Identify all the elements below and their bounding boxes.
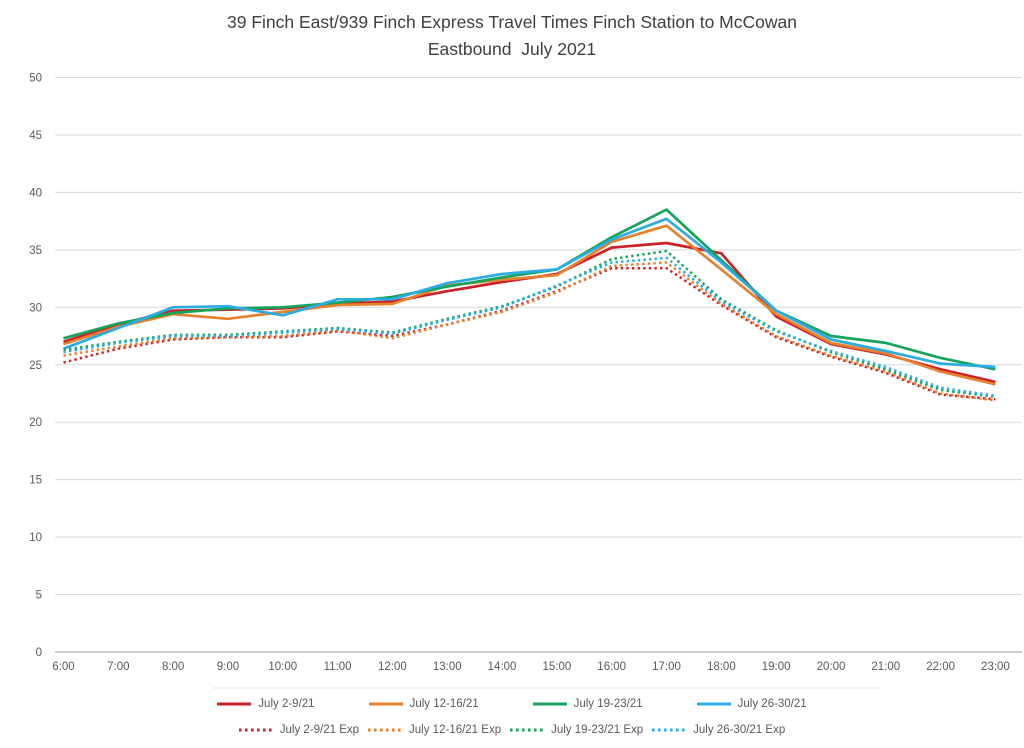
legend-label: July 2-9/21 bbox=[258, 698, 315, 710]
series-line-july-19-23-21 bbox=[63, 208, 996, 371]
chart-title-line2: Eastbound July 2021 bbox=[427, 39, 597, 60]
legend-label: July 26-30/21 bbox=[737, 698, 807, 710]
x-tick-label: 11:00 bbox=[324, 661, 352, 673]
x-tick-label: 15:00 bbox=[542, 661, 571, 673]
legend-item: July 2-9/21 Exp bbox=[238, 724, 360, 736]
x-tick-label: 18:00 bbox=[707, 661, 736, 673]
legend-swatch-solid bbox=[696, 702, 731, 706]
legend-swatch-solid bbox=[217, 702, 252, 706]
legend-label: July 12-16/21 bbox=[409, 698, 479, 710]
legend-label: July 2-9/21 Exp bbox=[279, 724, 360, 736]
x-tick-label: 10:00 bbox=[268, 661, 297, 673]
x-tick-label: 17:00 bbox=[652, 661, 681, 673]
series-line-july-12-16-21-exp bbox=[63, 261, 996, 402]
y-tick-label: 30 bbox=[29, 302, 42, 314]
legend-item: July 19-23/21 Exp bbox=[510, 724, 643, 736]
y-tick-label: 15 bbox=[29, 475, 42, 487]
x-tick-label: 23:00 bbox=[981, 661, 1010, 673]
x-tick-label: 14:00 bbox=[488, 661, 517, 673]
legend-item: July 19-23/21 bbox=[532, 698, 643, 710]
x-tick-label: 20:00 bbox=[817, 661, 846, 673]
y-tick-label: 25 bbox=[29, 360, 42, 372]
legend-label: July 12-16/21 Exp bbox=[409, 724, 502, 736]
series-line-july-26-30-21 bbox=[63, 217, 996, 369]
legend-swatch-dotted bbox=[652, 728, 687, 732]
legend-item: July 12-16/21 bbox=[368, 698, 479, 710]
legend-item: July 26-30/21 bbox=[696, 698, 807, 710]
x-tick-label: 6:00 bbox=[52, 661, 74, 673]
x-tick-label: 16:00 bbox=[597, 661, 626, 673]
x-tick-label: 13:00 bbox=[433, 661, 462, 673]
x-tick-label: 22:00 bbox=[926, 661, 955, 673]
x-tick-label: 12:00 bbox=[378, 661, 407, 673]
legend-swatch-solid bbox=[368, 702, 403, 706]
y-tick-label: 40 bbox=[29, 187, 42, 199]
legend-item: July 2-9/21 bbox=[217, 698, 315, 710]
legend-swatch-solid bbox=[532, 702, 567, 706]
x-tick-label: 8:00 bbox=[162, 661, 184, 673]
x-tick-label: 19:00 bbox=[762, 661, 791, 673]
y-tick-label: 50 bbox=[29, 73, 42, 85]
x-tick-label: 7:00 bbox=[107, 661, 129, 673]
legend-item: July 26-30/21 Exp bbox=[652, 724, 785, 736]
legend-item: July 12-16/21 Exp bbox=[368, 724, 501, 736]
y-tick-label: 5 bbox=[36, 590, 42, 602]
series-line-july-12-16-21 bbox=[63, 224, 996, 386]
chart-title-line1: 39 Finch East/939 Finch Express Travel T… bbox=[227, 12, 797, 32]
legend-label: July 19-23/21 bbox=[573, 698, 643, 710]
legend-label: July 26-30/21 Exp bbox=[693, 724, 786, 736]
legend-label: July 19-23/21 Exp bbox=[551, 724, 644, 736]
y-tick-label: 0 bbox=[36, 647, 42, 659]
chart-legend-row-solid: July 2-9/21 July 12-16/21 July 19-23/21 Jul… bbox=[0, 698, 1024, 710]
y-tick-label: 45 bbox=[29, 130, 42, 142]
y-tick-label: 20 bbox=[29, 417, 42, 429]
y-tick-label: 35 bbox=[29, 245, 42, 257]
x-tick-label: 21:00 bbox=[871, 661, 900, 673]
plot-area: 0 5 10 15 20 25 30 35 40 45 50 6:00 7:00 8:00 9:00 10:0… bbox=[29, 73, 1022, 689]
series-line-july-19-23-21-exp bbox=[63, 249, 996, 399]
legend-swatch-dotted bbox=[368, 728, 403, 732]
legend-swatch-dotted bbox=[510, 728, 545, 732]
chart-legend-row-dotted: July 2-9/21 Exp July 12-16/21 Exp July 19-… bbox=[0, 724, 1024, 736]
series-line-july-2-9-21 bbox=[63, 241, 996, 384]
y-tick-label: 10 bbox=[29, 532, 42, 544]
x-tick-label: 9:00 bbox=[217, 661, 239, 673]
legend-swatch-dotted bbox=[238, 728, 273, 732]
chart-title: 39 Finch East/939 Finch Express Travel T… bbox=[0, 9, 1024, 63]
